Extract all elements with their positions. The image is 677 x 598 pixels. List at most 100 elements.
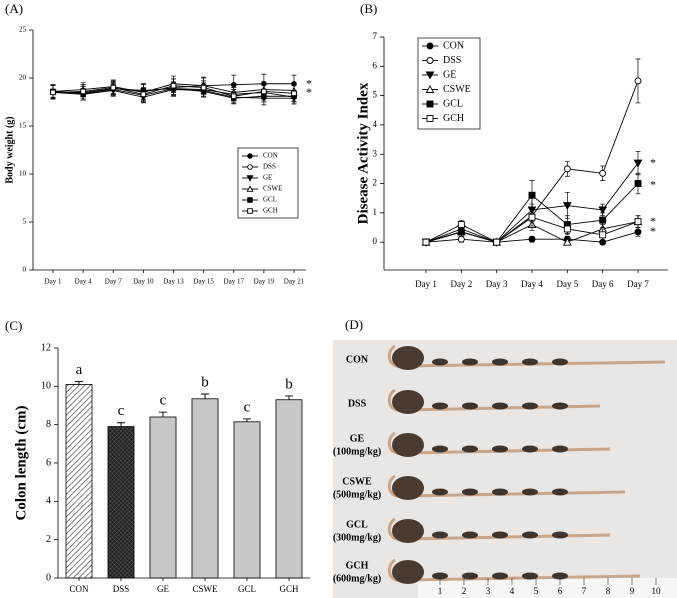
legend-label: GCH xyxy=(263,207,278,215)
colon-pellet xyxy=(552,572,568,580)
y-tick-label: 2 xyxy=(373,178,378,188)
bar xyxy=(107,426,135,579)
colon-pellet xyxy=(462,488,478,496)
y-tick-label: 3 xyxy=(373,148,378,158)
legend-label: GE xyxy=(263,174,272,182)
colon-pellet xyxy=(492,445,508,453)
x-tick-label: Day 2 xyxy=(450,279,472,289)
ruler-label: 3 xyxy=(486,586,491,596)
row-label: GCL xyxy=(346,519,368,530)
legend-marker xyxy=(247,164,253,170)
legend-marker xyxy=(246,175,254,182)
colon-pellet xyxy=(462,531,478,539)
data-point xyxy=(633,159,643,168)
error-bar xyxy=(75,381,83,385)
colon-pellet xyxy=(552,402,568,410)
colon-cecum xyxy=(392,519,424,543)
colon-pellet xyxy=(522,402,538,410)
ruler-label: 2 xyxy=(462,586,467,596)
colon-pellet xyxy=(492,402,508,410)
legend-label: CON xyxy=(263,152,278,160)
y-tick-label: 6 xyxy=(46,457,51,468)
data-point xyxy=(261,88,267,95)
colon-pellet xyxy=(492,488,508,496)
colon-pellet xyxy=(522,488,538,496)
legend-marker xyxy=(426,100,434,108)
colon-pellet xyxy=(432,402,448,410)
x-tick-label: DSS xyxy=(113,584,130,594)
data-point xyxy=(634,218,642,226)
x-tick-label: Day 5 xyxy=(556,279,578,289)
colon-pellet xyxy=(552,488,568,496)
significance-letter: c xyxy=(118,403,125,419)
row-dose: (300mg/kg) xyxy=(333,532,381,543)
data-point xyxy=(599,169,607,177)
bar xyxy=(149,416,177,579)
annotation: * xyxy=(650,177,656,191)
annotation: * xyxy=(306,85,312,99)
panel-label: (C) xyxy=(5,318,22,333)
legend-box xyxy=(417,37,481,130)
significance-letter: c xyxy=(160,393,167,409)
bar xyxy=(191,398,219,579)
significance-letter: b xyxy=(285,376,293,392)
y-tick-label: 5 xyxy=(23,218,27,226)
colon-pellet xyxy=(492,531,508,539)
x-tick-label: Day 19 xyxy=(254,278,275,286)
ruler-label: 4 xyxy=(510,586,515,596)
colon-pellet xyxy=(432,488,448,496)
data-point xyxy=(562,202,572,211)
legend-label: CON xyxy=(443,40,464,51)
legend-label: CSWE xyxy=(263,185,282,193)
photo-panel: (D) CON DSS GE (100mg/kg) CSWE (500mg/kg) GCL (… xyxy=(333,317,677,598)
legend-label: GCL xyxy=(443,98,463,109)
panel-label: (A) xyxy=(5,1,23,16)
x-tick-label: Day 7 xyxy=(105,278,122,286)
colon-pellet xyxy=(462,358,478,366)
x-tick-label: CON xyxy=(69,584,89,594)
error-bar xyxy=(117,422,125,427)
colon-pellet xyxy=(522,531,538,539)
data-point xyxy=(170,82,177,89)
colon-pellet xyxy=(432,572,448,580)
x-tick-label: Day 1 xyxy=(415,279,437,289)
data-point xyxy=(457,235,465,243)
significance-letter: a xyxy=(76,362,83,378)
data-point xyxy=(528,191,536,199)
row-dose: (600mg/kg) xyxy=(333,573,381,584)
photo-background xyxy=(333,340,677,598)
data-point xyxy=(50,89,56,96)
error-bar xyxy=(159,411,167,417)
ruler-label: 5 xyxy=(534,586,539,596)
data-point xyxy=(563,165,571,173)
ruler-label: 9 xyxy=(630,586,635,596)
data-point xyxy=(457,228,465,236)
data-point xyxy=(563,225,571,233)
colon-cecum xyxy=(392,560,424,584)
y-axis-label: Body weight (g) xyxy=(4,116,15,183)
x-tick-label: Day 6 xyxy=(592,279,614,289)
data-point xyxy=(634,180,642,187)
legend-marker xyxy=(426,42,434,50)
data-point xyxy=(80,88,86,95)
colon-pellet xyxy=(522,572,538,580)
colon-pellet xyxy=(522,445,538,453)
row-label: GE xyxy=(350,433,365,444)
row-dose: (100mg/kg) xyxy=(333,446,381,457)
data-point xyxy=(493,238,501,246)
colon-cecum xyxy=(392,390,424,414)
colon-pellet xyxy=(462,445,478,453)
ruler xyxy=(418,578,677,598)
legend-marker xyxy=(247,208,253,214)
y-tick-label: 12 xyxy=(41,342,51,353)
x-tick-label: Day 17 xyxy=(224,278,245,286)
legend-label: DSS xyxy=(263,163,276,171)
colon-pellet xyxy=(552,358,568,366)
y-tick-label: 8 xyxy=(46,419,51,430)
y-tick-label: 10 xyxy=(19,170,27,178)
annotation: * xyxy=(306,77,312,91)
annotation: * xyxy=(650,224,656,238)
annotation: * xyxy=(650,214,656,228)
significance-letter: b xyxy=(201,374,209,390)
